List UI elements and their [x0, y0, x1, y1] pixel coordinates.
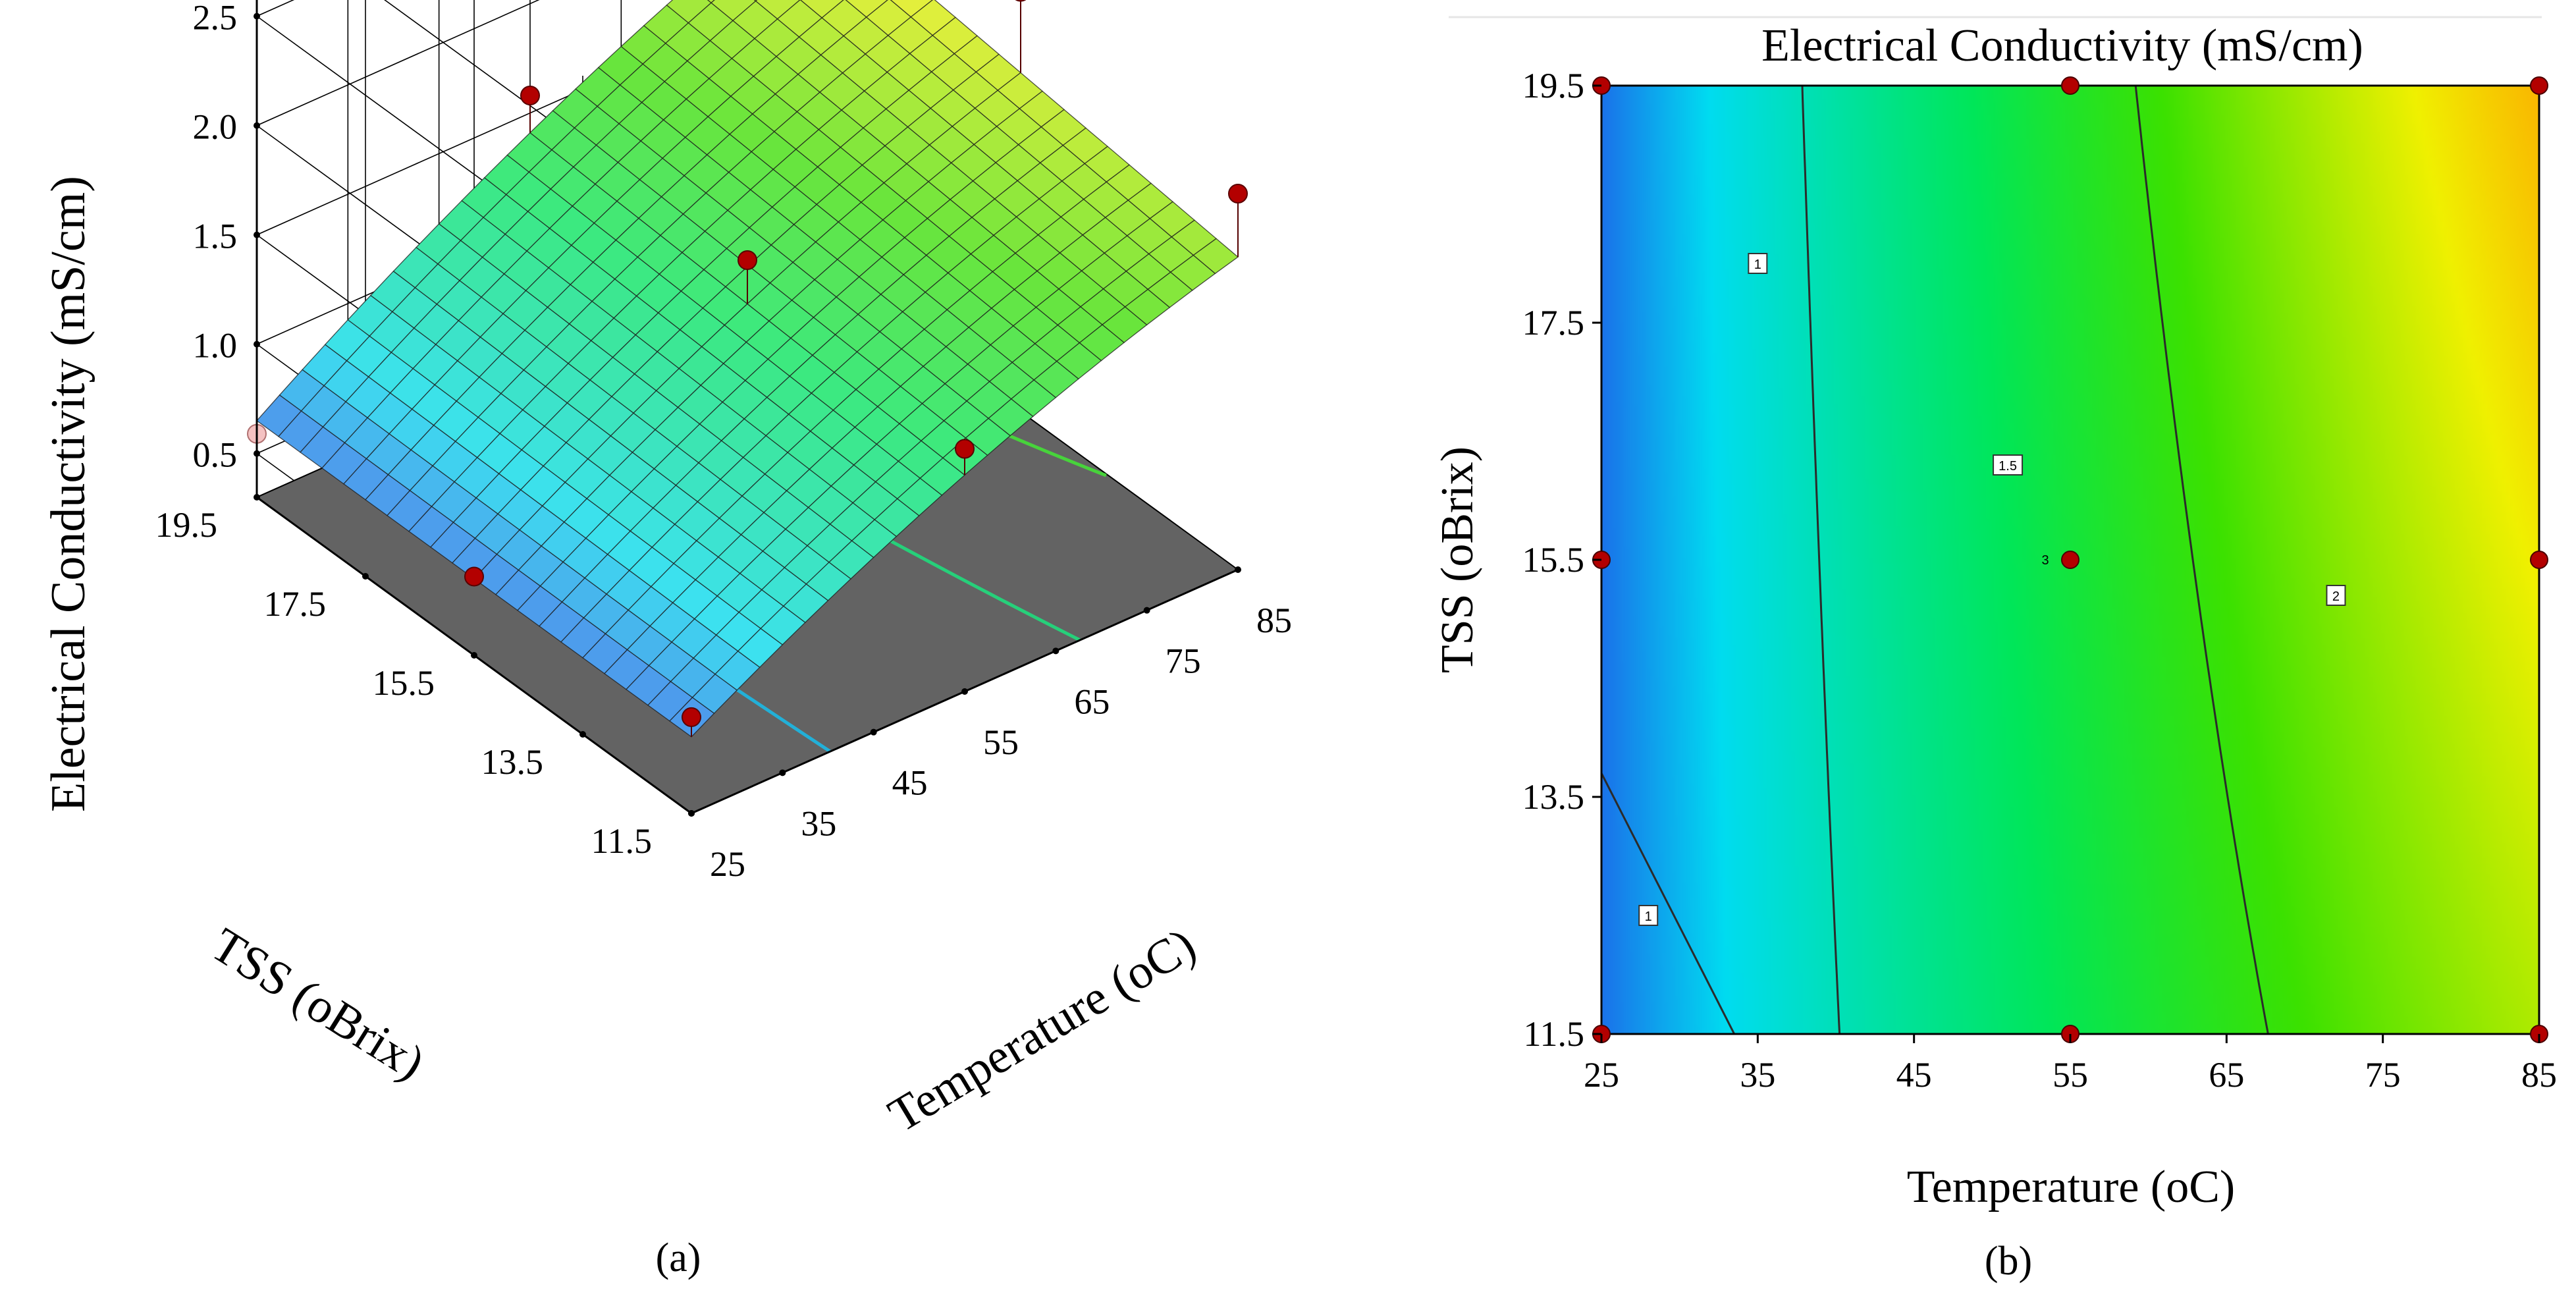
contour-label-box: [1638, 905, 1659, 926]
caption-b: (b): [1985, 1239, 2032, 1284]
z-tick: [254, 122, 260, 129]
y-tick: [471, 652, 477, 659]
surface-facet: [707, 0, 715, 4]
x-tick-label: 65: [1074, 682, 1110, 721]
caption-a: (a): [656, 1236, 701, 1280]
contour-label: 2: [2332, 589, 2340, 604]
x-tick-label: 55: [2053, 1055, 2088, 1095]
design-point: [2061, 551, 2080, 569]
design-point: [682, 707, 701, 727]
design-point: [738, 250, 757, 270]
contour-line: [1601, 773, 1736, 1034]
contour-label-box: [1993, 454, 2024, 475]
x-tick-label: 85: [1256, 601, 1292, 640]
design-points: [247, 0, 1248, 737]
x-tick-label: 65: [2209, 1055, 2244, 1095]
y-tick: [254, 494, 260, 501]
z-tick: [254, 450, 260, 457]
x-tick-label: 55: [983, 722, 1019, 762]
contour-label: 1: [1645, 910, 1652, 924]
x-tick: [961, 688, 968, 695]
x-tick-label: 25: [1584, 1055, 1619, 1095]
x-tick: [779, 769, 786, 776]
x-axis-label: Temperature (oC): [880, 918, 1205, 1143]
tick-labels: 25 35 45 55 65 75 85 11.5 13.5 15.5 17.5 19.5 0.5 1.0…: [155, 0, 1293, 884]
x-tick-label: 25: [710, 844, 745, 884]
z-tick: [254, 340, 260, 348]
contour-label: 1.5: [1999, 459, 2017, 474]
x-tick-label: 35: [1740, 1055, 1775, 1095]
center-point-count: 3: [2041, 553, 2049, 568]
design-point: [464, 566, 484, 587]
design-point: [2530, 551, 2548, 569]
y-tick-label: 13.5: [481, 742, 544, 782]
y-tick-label: 15.5: [1522, 540, 1585, 580]
y-tick-label: 17.5: [264, 584, 327, 624]
design-point: [955, 439, 975, 459]
z-tick: [254, 231, 260, 238]
design-point: [520, 86, 540, 106]
design-point: [1015, 0, 1027, 2]
y-axis-label: TSS (oBrix): [1432, 447, 1483, 673]
surface-plot-panel: 25 35 45 55 65 75 85 11.5 13.5 15.5 17.5 19.5 0.5 1.0…: [41, 0, 1292, 1280]
x-tick-label: 75: [1166, 641, 1201, 681]
x-tick: [1235, 566, 1241, 573]
x-tick: [1143, 607, 1150, 614]
x-tick-label: 45: [1896, 1055, 1932, 1095]
y-axis-label: TSS (oBrix): [202, 917, 434, 1090]
contour-label-box: [2326, 585, 2346, 606]
chart-title: Electrical Conductivity (mS/cm): [1761, 20, 2363, 71]
contour-line: [2134, 86, 2269, 1034]
x-tick-label: 35: [801, 803, 836, 843]
contour-lines: [1601, 86, 2269, 1034]
y-tick-label: 11.5: [1524, 1014, 1585, 1054]
contour-label-box: [1748, 253, 1768, 274]
z-tick-label: 2.5: [193, 0, 238, 38]
z-tick: [254, 13, 260, 20]
surface-facet: [1193, 238, 1239, 275]
z-tick-label: 0.5: [193, 435, 238, 475]
y-tick-label: 19.5: [1522, 66, 1585, 105]
z-axis-label: Electrical Conductivity (mS/cm): [41, 176, 95, 812]
contour-plot-panel: 111.52 3 25 35 45 55 65 75 8511.513.515.517.51…: [1432, 16, 2558, 1284]
design-point: [1228, 183, 1248, 204]
y-tick: [688, 810, 695, 817]
y-tick-label: 15.5: [373, 663, 435, 703]
y-tick-label: 11.5: [591, 821, 653, 861]
z-tick-label: 1.0: [193, 326, 238, 366]
response-surface: [256, 0, 1239, 738]
z-tick-label: 1.5: [193, 217, 238, 256]
x-tick-label: 85: [2521, 1055, 2557, 1095]
y-tick-label: 17.5: [1522, 303, 1585, 342]
design-point: [2061, 76, 2080, 95]
x-axis-label: Temperature (oC): [1907, 1162, 2235, 1212]
y-tick: [362, 573, 369, 580]
contour-labels: 111.52: [1638, 253, 2346, 926]
x-tick: [870, 728, 877, 736]
z-tick-label: 2.0: [193, 107, 238, 147]
x-tick-label: 45: [892, 763, 928, 803]
y-tick-label: 13.5: [1522, 777, 1585, 817]
contour-line: [1801, 86, 1841, 1034]
y-tick-label: 19.5: [155, 505, 218, 545]
x-tick-label: 75: [2365, 1055, 2401, 1095]
y-tick: [579, 731, 586, 738]
contour-label: 1: [1754, 258, 1761, 272]
x-tick: [1052, 647, 1060, 655]
design-point: [2530, 76, 2548, 95]
